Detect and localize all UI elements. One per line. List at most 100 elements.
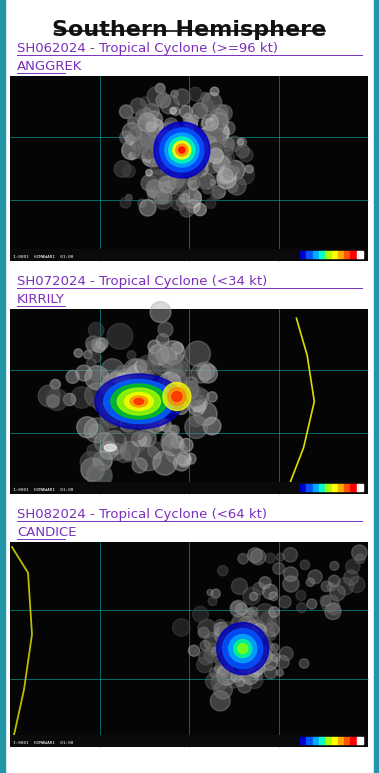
Circle shape: [169, 361, 182, 373]
Circle shape: [210, 668, 219, 677]
Circle shape: [300, 560, 310, 570]
Circle shape: [181, 165, 199, 183]
Bar: [344, 737, 351, 744]
Circle shape: [46, 389, 68, 410]
Circle shape: [120, 197, 131, 208]
Circle shape: [168, 131, 182, 147]
Circle shape: [66, 370, 79, 383]
Circle shape: [161, 341, 185, 364]
Circle shape: [71, 386, 92, 408]
Circle shape: [191, 162, 207, 178]
Circle shape: [168, 127, 182, 141]
Circle shape: [182, 137, 199, 153]
Circle shape: [161, 175, 180, 194]
Circle shape: [199, 164, 208, 174]
Text: I:0001  HIMAWARI  01:00: I:0001 HIMAWARI 01:00: [13, 741, 74, 745]
Circle shape: [133, 374, 153, 393]
Circle shape: [178, 143, 195, 161]
Circle shape: [296, 591, 306, 601]
Circle shape: [217, 169, 236, 189]
Circle shape: [255, 604, 275, 624]
Circle shape: [203, 131, 222, 151]
Circle shape: [164, 175, 178, 189]
Circle shape: [229, 671, 236, 678]
Circle shape: [136, 412, 155, 431]
Circle shape: [166, 360, 190, 383]
Ellipse shape: [124, 393, 153, 410]
Circle shape: [238, 644, 248, 654]
Bar: [344, 251, 351, 258]
Circle shape: [179, 162, 188, 171]
Ellipse shape: [134, 399, 144, 404]
Circle shape: [330, 585, 345, 601]
Circle shape: [243, 673, 250, 680]
Circle shape: [257, 659, 269, 672]
Circle shape: [155, 421, 164, 431]
Bar: [357, 737, 363, 744]
Circle shape: [202, 133, 211, 142]
Circle shape: [260, 611, 279, 630]
Circle shape: [125, 380, 150, 405]
Circle shape: [219, 165, 236, 182]
Circle shape: [268, 618, 276, 626]
Circle shape: [160, 123, 173, 136]
Circle shape: [255, 648, 273, 665]
Circle shape: [251, 643, 260, 652]
Circle shape: [204, 632, 224, 652]
Circle shape: [140, 400, 165, 425]
Circle shape: [146, 169, 152, 176]
Circle shape: [239, 659, 253, 673]
Circle shape: [171, 141, 185, 155]
Circle shape: [147, 186, 158, 198]
Circle shape: [158, 190, 172, 204]
Circle shape: [198, 177, 210, 189]
Circle shape: [138, 356, 158, 376]
Circle shape: [208, 597, 217, 605]
Circle shape: [201, 119, 213, 131]
Circle shape: [182, 155, 195, 169]
Circle shape: [249, 620, 265, 637]
Circle shape: [238, 553, 248, 564]
Circle shape: [150, 191, 157, 198]
Circle shape: [153, 451, 177, 475]
Circle shape: [116, 448, 131, 462]
Circle shape: [217, 134, 226, 142]
Bar: [306, 484, 313, 491]
Circle shape: [63, 393, 75, 406]
Circle shape: [205, 131, 215, 141]
Circle shape: [163, 171, 172, 180]
Circle shape: [138, 199, 146, 207]
Circle shape: [306, 578, 315, 587]
Ellipse shape: [104, 444, 116, 451]
Bar: [338, 737, 344, 744]
Circle shape: [148, 340, 161, 353]
Circle shape: [127, 379, 138, 390]
Circle shape: [246, 654, 255, 663]
Circle shape: [188, 142, 202, 156]
Circle shape: [147, 123, 160, 136]
Circle shape: [197, 362, 215, 380]
Circle shape: [142, 147, 162, 167]
Circle shape: [130, 98, 146, 114]
Circle shape: [242, 674, 251, 683]
Circle shape: [194, 203, 206, 216]
Circle shape: [204, 648, 219, 662]
Circle shape: [194, 149, 207, 162]
Circle shape: [271, 653, 280, 662]
Circle shape: [180, 145, 195, 161]
Circle shape: [186, 157, 197, 169]
Circle shape: [224, 639, 234, 649]
Circle shape: [186, 138, 198, 150]
Circle shape: [165, 133, 199, 167]
Circle shape: [142, 146, 159, 163]
Circle shape: [231, 654, 241, 664]
Circle shape: [203, 417, 221, 435]
Circle shape: [153, 189, 169, 204]
Circle shape: [146, 138, 158, 151]
Circle shape: [173, 163, 185, 175]
Circle shape: [171, 436, 183, 448]
Circle shape: [136, 109, 152, 125]
Circle shape: [140, 97, 150, 107]
Circle shape: [236, 630, 253, 647]
Circle shape: [143, 107, 151, 116]
